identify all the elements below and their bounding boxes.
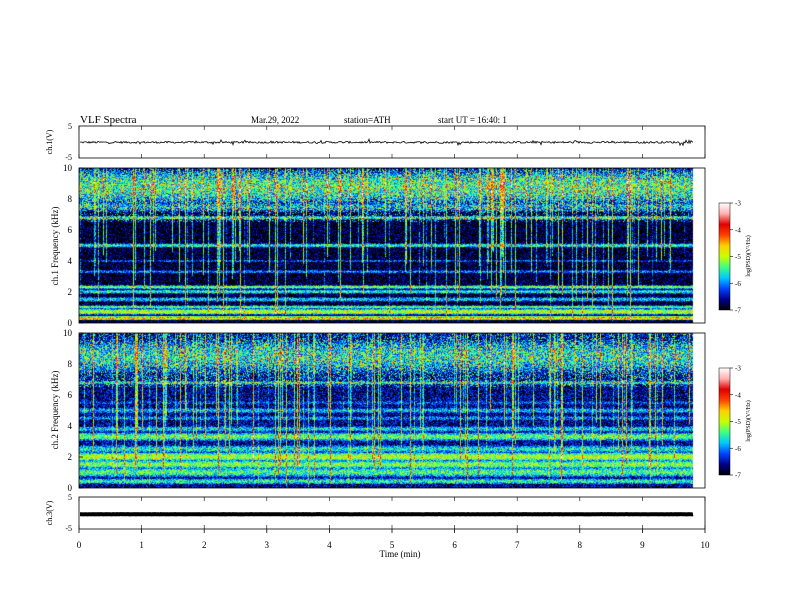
x-axis-label: Time (min) [380,549,421,559]
frequency-tick-label: 10 [63,163,73,173]
x-tick-label: 6 [452,540,457,550]
x-tick-label: 2 [202,540,207,550]
colorbar-tick-label: -6 [735,280,741,288]
frequency-tick-label: 0 [68,483,73,493]
ch1-colorbar-gradient [718,202,731,311]
colorbar-tick-label: -5 [735,418,741,426]
ch3-waveform-panel: 5 -5 ch.3(V) [45,493,706,533]
colorbar-tick-label: -7 [735,307,741,315]
ch1-spectrogram-panel: 0 2 4 6 8 10 ch.1 Frequency (kHz) [50,163,706,328]
ch1-colorbar-label: log(PSD)(V²/Hz) [745,235,752,276]
frequency-tick-label: 2 [68,452,73,462]
figure-title: VLF Spectra [80,114,137,126]
ch1-colorbar: -3 -4 -5 -6 -7 log(PSD)(V²/Hz) [718,200,752,315]
ch1-spectrogram-frame [78,167,706,324]
start-time-label: start UT = 16:40: 1 [438,115,507,125]
colorbar-tick-label: -5 [735,253,741,261]
x-tick-label: 3 [265,540,270,550]
x-tick-label: 0 [77,540,82,550]
ch1-waveform-panel: 5 -5 ch.1(V) [45,122,706,162]
date-label: Mar.29, 2022 [251,115,299,125]
frequency-tick-label: 2 [68,287,73,297]
ch1-ylabel: ch.1(V) [45,129,54,154]
x-tick-label: 4 [327,540,332,550]
ch1-frequency-ylabel: ch.1 Frequency (kHz) [50,207,60,286]
x-tick-label: 9 [640,540,645,550]
ch1-ytick-bottom: -5 [65,153,72,162]
x-tick-label: 5 [390,540,395,550]
x-tick-label: 1 [139,540,144,550]
ch2-colorbar-gradient [718,367,731,476]
ch1-waveform-line [79,138,694,147]
frequency-tick-label: 6 [68,390,73,400]
ch2-spectrogram-image [79,333,705,488]
frequency-tick-label: 4 [68,421,73,431]
ch1-spectrogram-image [79,168,705,323]
ch2-spectrogram-panel: 0 2 4 6 8 10 ch.2 Frequency (kHz) [50,328,706,493]
ch2-spectrogram-frame [78,332,706,489]
colorbar-tick-label: -4 [735,226,741,234]
colorbar-tick-label: -4 [735,391,741,399]
x-tick-label: 7 [515,540,520,550]
ch3-ytick-top: 5 [68,493,72,502]
ch2-colorbar: -3 -4 -5 -6 -7 log(PSD)(V²/Hz) [718,365,752,480]
frequency-tick-label: 0 [68,318,73,328]
colorbar-tick-label: -7 [735,472,741,480]
x-tick-label: 10 [701,540,711,550]
colorbar-tick-label: -3 [735,365,741,373]
colorbar-tick-label: -6 [735,445,741,453]
ch1-ytick-top: 5 [68,122,72,131]
time-x-axis: 0 1 2 3 4 5 6 7 8 9 10 [77,126,710,550]
frequency-tick-label: 4 [68,256,73,266]
frequency-tick-label: 8 [68,359,73,369]
station-label: station=ATH [344,115,391,125]
ch2-frequency-ylabel: ch.2 Frequency (kHz) [50,371,60,450]
ch3-ytick-bottom: -5 [65,524,72,533]
ch2-colorbar-label: log(PSD)(V²/Hz) [745,400,752,441]
colorbar-tick-label: -3 [735,200,741,208]
x-tick-label: 8 [578,540,583,550]
ch3-ylabel: ch.3(V) [45,500,54,525]
frequency-tick-label: 6 [68,225,73,235]
frequency-tick-label: 8 [68,194,73,204]
frequency-tick-label: 10 [63,328,73,338]
